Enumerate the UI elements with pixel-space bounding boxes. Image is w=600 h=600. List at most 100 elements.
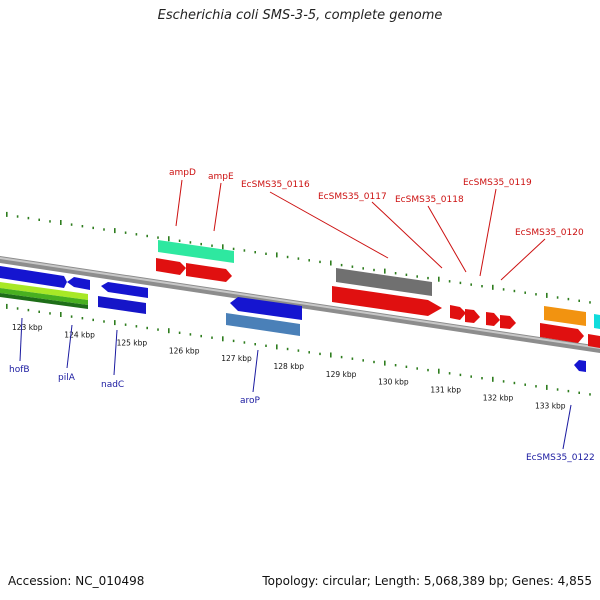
- label-hofB[interactable]: hofB: [9, 365, 30, 375]
- track-dot: [351, 265, 354, 268]
- label-EcSMS35_0118[interactable]: EcSMS35_0118: [395, 195, 464, 205]
- track-dot: [502, 380, 505, 383]
- leader-EcSMS35_0119: [479, 188, 497, 277]
- track-dot: [589, 393, 591, 396]
- gene-EcSMS35_0120-arrow[interactable]: [500, 315, 516, 329]
- track-dot: [438, 368, 440, 374]
- track-dot: [81, 317, 84, 320]
- gene-EcSMS35_0117-arrow[interactable]: [450, 305, 466, 320]
- track-dot: [351, 357, 354, 360]
- gene-pilA-arrow[interactable]: [67, 277, 90, 290]
- track-dot: [49, 312, 51, 315]
- leader-EcSMS35_0118: [427, 205, 467, 273]
- gene-ampD-arrow[interactable]: [156, 258, 186, 275]
- track-dot: [427, 276, 429, 280]
- track-dot: [70, 223, 73, 226]
- gene-nadC-arrow[interactable]: [101, 282, 148, 298]
- label-EcSMS35_0119[interactable]: EcSMS35_0119: [463, 178, 532, 188]
- track-dot: [330, 260, 332, 266]
- track-dot: [232, 339, 235, 343]
- track-dot: [265, 344, 267, 347]
- leader-pilA: [66, 324, 73, 369]
- leader-EcSMS35_0120: [500, 238, 546, 281]
- kbp-tick-label: 133 kbp: [535, 401, 566, 410]
- kbp-tick-label: 129 kbp: [326, 370, 357, 379]
- track-dot: [513, 289, 516, 293]
- gene-right-red-arrow[interactable]: [540, 323, 584, 343]
- map-title: Escherichia coli SMS-3-5, complete genom…: [157, 8, 443, 23]
- track-dot: [578, 299, 580, 302]
- gene-ampE-arrow[interactable]: [186, 263, 232, 282]
- track-dot: [38, 310, 40, 313]
- gene-EcSMS35_0119-arrow[interactable]: [486, 312, 500, 326]
- track-dot: [340, 263, 343, 267]
- label-pilA[interactable]: pilA: [58, 373, 76, 383]
- label-EcSMS35_0116[interactable]: EcSMS35_0116: [241, 180, 310, 190]
- track-dot: [157, 236, 159, 239]
- track-dot: [405, 365, 408, 368]
- track-dot: [222, 336, 224, 342]
- track-dot: [124, 323, 127, 326]
- gene-aroP-arrow[interactable]: [230, 297, 302, 320]
- track-dot: [70, 315, 73, 318]
- track-dot: [470, 283, 472, 286]
- track-dot: [146, 326, 148, 330]
- gene-nadC-lower[interactable]: [98, 296, 146, 314]
- track-dot: [168, 328, 170, 334]
- label-aroP[interactable]: aroP: [240, 396, 261, 406]
- track-dot: [556, 388, 559, 391]
- top-dotted-track: [6, 211, 591, 304]
- leader-EcSMS35_0117: [371, 201, 443, 269]
- kbp-tick-label: 123 kbp: [12, 323, 43, 332]
- track-dot: [27, 216, 30, 220]
- leader-ampD: [175, 179, 183, 227]
- gene-EcSMS35_0116-arrow[interactable]: [332, 286, 442, 316]
- leader-EcSMS35_0116: [269, 191, 389, 259]
- track-dot: [578, 391, 580, 394]
- gene-far-right-red[interactable]: [588, 334, 600, 348]
- track-dot: [276, 252, 278, 258]
- kbp-tick-label: 132 kbp: [483, 393, 514, 402]
- track-dot: [297, 257, 300, 260]
- track-dot: [16, 215, 19, 218]
- track-dot: [200, 242, 202, 246]
- track-dot: [427, 368, 429, 372]
- kbp-tick-label: 128 kbp: [274, 362, 305, 371]
- gene-ampD-block[interactable]: [158, 240, 234, 263]
- leader-nadC: [113, 329, 118, 376]
- track-dot: [49, 220, 51, 223]
- genome-summary-text: Topology: circular; Length: 5,068,389 bp…: [262, 574, 592, 588]
- track-dot: [168, 236, 170, 242]
- gene-hofB-arrow[interactable]: [0, 266, 67, 288]
- track-dot: [135, 233, 138, 236]
- track-dot: [103, 228, 105, 231]
- gene-EcSMS35_0122-arrow[interactable]: [574, 360, 586, 372]
- leader-aroP: [252, 349, 259, 393]
- label-ampD[interactable]: ampD: [169, 168, 196, 178]
- track-dot: [157, 328, 159, 331]
- feature-lime-bar: [0, 282, 88, 300]
- label-nadC[interactable]: nadC: [101, 380, 124, 390]
- label-EcSMS35_0117[interactable]: EcSMS35_0117: [318, 192, 387, 202]
- track-dot: [27, 308, 30, 312]
- track-dot: [384, 360, 386, 366]
- track-dot: [286, 347, 289, 351]
- track-dot: [513, 381, 516, 385]
- label-EcSMS35_0120[interactable]: EcSMS35_0120: [515, 228, 584, 238]
- track-dot: [330, 352, 332, 358]
- track-dot: [481, 285, 483, 288]
- track-dot: [232, 247, 235, 251]
- track-dot: [384, 268, 386, 274]
- track-dot: [416, 275, 418, 278]
- track-dot: [308, 351, 310, 354]
- label-EcSMS35_0122[interactable]: EcSMS35_0122: [526, 453, 595, 463]
- label-ampE[interactable]: ampE: [208, 172, 234, 182]
- track-dot: [394, 364, 397, 367]
- track-dot: [114, 320, 116, 326]
- feature-aroP-steel: [226, 313, 300, 336]
- gene-EcSMS35_0118-arrow[interactable]: [465, 309, 480, 323]
- track-dot: [92, 226, 94, 230]
- genome-backbone-highlight: [0, 257, 600, 349]
- kbp-tick-label: 124 kbp: [64, 331, 95, 340]
- track-dot: [438, 276, 440, 282]
